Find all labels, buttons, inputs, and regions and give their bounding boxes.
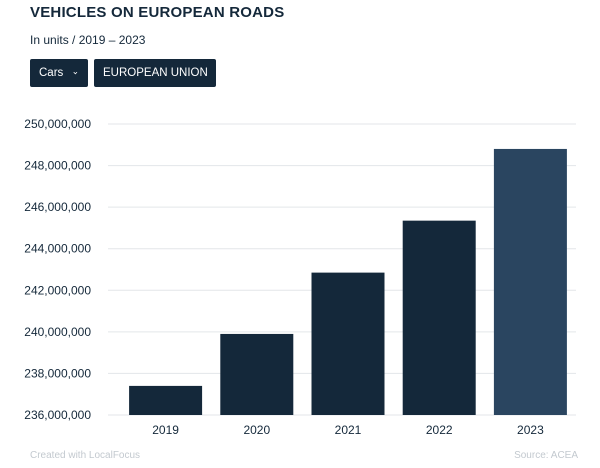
y-tick-label: 238,000,000 [24,366,91,380]
y-tick-label: 240,000,000 [24,325,91,339]
bar-2020[interactable] [220,333,294,415]
region-dropdown[interactable]: EUROPEAN UNION [94,59,216,87]
x-tick-label: 2022 [426,423,453,437]
x-tick-label: 2019 [152,423,179,437]
x-axis-tick-labels: 2019 2020 2021 2022 2023 [152,423,544,437]
chart-subtitle: In units / 2019 – 2023 [30,33,146,47]
bar-2019[interactable] [129,385,203,415]
bar-2023[interactable] [493,148,567,415]
bar-2021[interactable] [311,272,385,415]
chevron-down-icon [73,71,78,75]
vehicle-type-value: Cars [39,67,64,79]
x-tick-label: 2020 [243,423,270,437]
region-value: EUROPEAN UNION [103,67,208,79]
y-tick-label: 250,000,000 [24,117,91,131]
y-tick-label: 242,000,000 [24,283,91,297]
bars [129,148,567,415]
chart-title: VEHICLES ON EUROPEAN ROADS [30,4,285,21]
y-tick-label: 248,000,000 [24,159,91,173]
vehicle-type-dropdown[interactable]: Cars [30,59,88,87]
x-tick-label: 2023 [517,423,544,437]
footer-credit: Created with LocalFocus [30,450,141,461]
y-tick-label: 246,000,000 [24,200,91,214]
bar-2022[interactable] [402,220,476,415]
y-axis-tick-labels: 236,000,000 238,000,000 240,000,000 242,000… [24,117,91,422]
x-tick-label: 2021 [335,423,362,437]
y-tick-label: 244,000,000 [24,242,91,256]
footer-source: Source: ACEA [514,450,578,461]
y-tick-label: 236,000,000 [24,408,91,422]
